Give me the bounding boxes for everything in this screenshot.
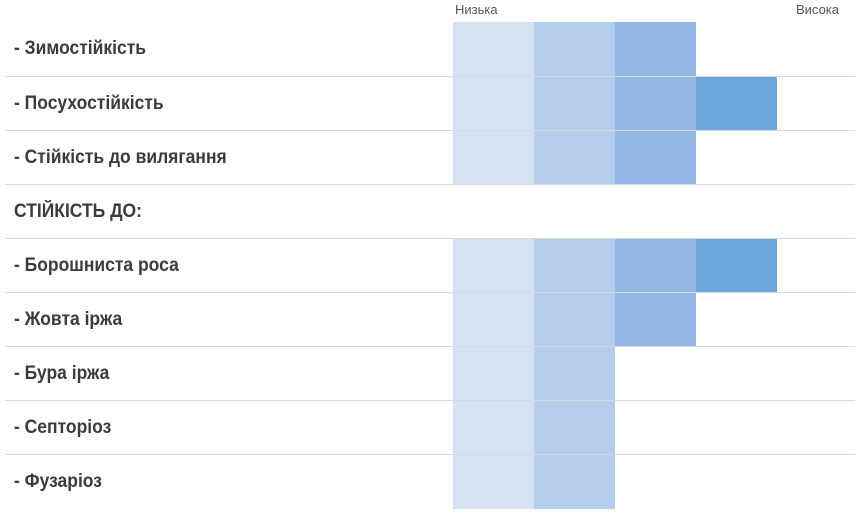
table-row-lodging-resistance: - Стійкість до вилягання bbox=[5, 130, 855, 185]
level-cell-3 bbox=[615, 293, 696, 347]
level-cell-2 bbox=[534, 131, 615, 185]
table-row-powdery-mildew: - Борошниста роса bbox=[5, 238, 855, 293]
level-cell-1 bbox=[453, 455, 534, 509]
table-row-fusarium: - Фузаріоз bbox=[5, 454, 855, 509]
level-cell-2 bbox=[534, 455, 615, 509]
level-cell-3 bbox=[615, 131, 696, 185]
section-heading: СТІЙКІСТЬ ДО: bbox=[14, 201, 142, 222]
level-cell-4 bbox=[696, 239, 777, 293]
level-cell-2 bbox=[534, 401, 615, 455]
level-cell-3 bbox=[615, 22, 696, 76]
row-label: - Борошниста роса bbox=[14, 255, 179, 276]
level-cell-1 bbox=[453, 77, 534, 131]
level-cell-1 bbox=[453, 131, 534, 185]
row-label: - Фузаріоз bbox=[14, 471, 102, 492]
table-section-header: СТІЙКІСТЬ ДО: bbox=[5, 184, 855, 238]
scale-low-label: Низька bbox=[455, 2, 498, 17]
level-cell-1 bbox=[453, 293, 534, 347]
level-cell-3 bbox=[615, 77, 696, 131]
row-label: - Септоріоз bbox=[14, 417, 112, 438]
table-row-yellow-rust: - Жовта іржа bbox=[5, 292, 855, 347]
table-row-drought-tolerance: - Посухостійкість bbox=[5, 76, 855, 131]
level-cell-1 bbox=[453, 401, 534, 455]
table-row-brown-rust: - Бура іржа bbox=[5, 346, 855, 401]
table-row-winter-hardiness: - Зимостійкість bbox=[5, 22, 855, 76]
level-cell-3 bbox=[615, 239, 696, 293]
row-label: - Жовта іржа bbox=[14, 309, 123, 330]
level-cell-2 bbox=[534, 293, 615, 347]
level-cell-1 bbox=[453, 22, 534, 76]
table-row-septoria: - Септоріоз bbox=[5, 400, 855, 455]
row-label: - Посухостійкість bbox=[14, 93, 164, 114]
scale-high-label: Висока bbox=[796, 2, 840, 17]
level-cell-2 bbox=[534, 77, 615, 131]
level-cell-1 bbox=[453, 347, 534, 401]
resistance-table: - Зимостійкість - Посухостійкість - Стій… bbox=[5, 22, 855, 509]
row-label: - Стійкість до вилягання bbox=[14, 147, 227, 168]
level-cell-2 bbox=[534, 22, 615, 76]
level-cell-1 bbox=[453, 239, 534, 293]
row-label: - Зимостійкість bbox=[14, 38, 147, 59]
level-cell-4 bbox=[696, 77, 777, 131]
level-cell-2 bbox=[534, 347, 615, 401]
row-label: - Бура іржа bbox=[14, 363, 110, 384]
level-cell-2 bbox=[534, 239, 615, 293]
